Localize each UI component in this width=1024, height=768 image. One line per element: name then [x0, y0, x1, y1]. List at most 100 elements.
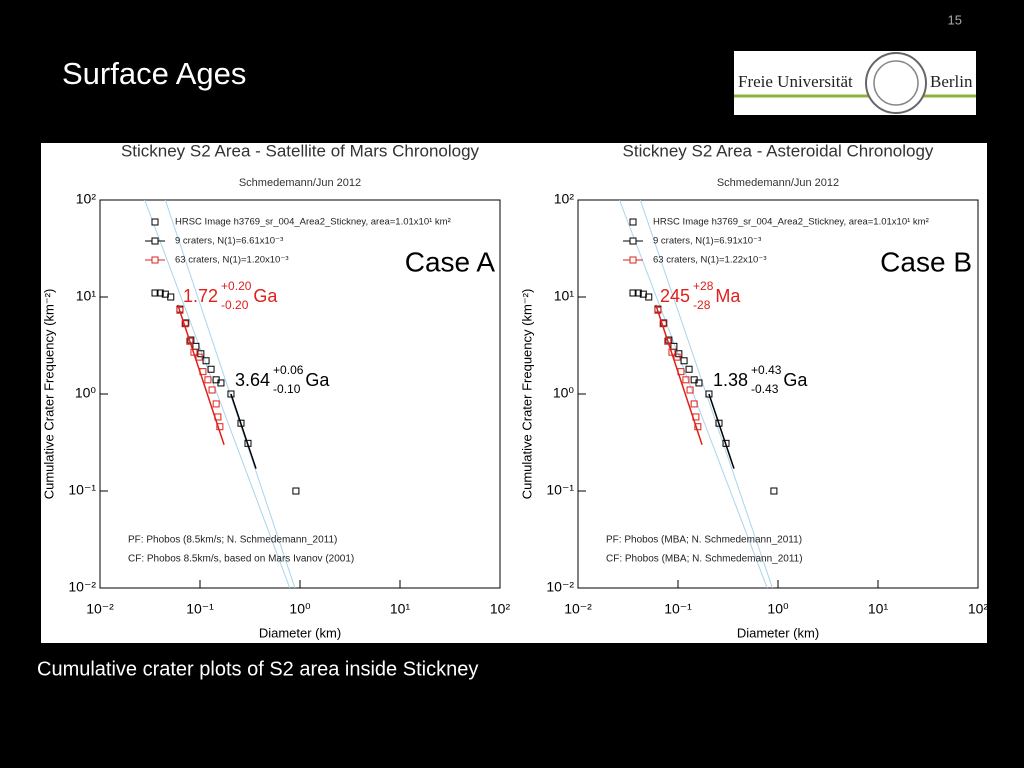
x-tick-label: 10²	[490, 601, 511, 617]
x-tick-label: 10⁻¹	[664, 601, 692, 617]
seal-ring	[873, 60, 919, 106]
y-tick-label: 10⁰	[553, 385, 575, 401]
legend-label: HRSC Image h3769_sr_004_Area2_Stickney, …	[175, 217, 451, 228]
y-tick-label: 10⁻¹	[546, 482, 574, 498]
data-point	[634, 289, 642, 297]
data-point	[682, 376, 690, 384]
y-tick-label: 10²	[76, 191, 97, 207]
y-axis-label: Cumulative Crater Frequency (km⁻²)	[519, 289, 534, 500]
age-minus: -0.10	[273, 382, 301, 396]
age-unit: Ma	[715, 286, 741, 306]
note: CF: Phobos 8.5km/s, based on Mars Ivanov…	[128, 554, 354, 565]
note: PF: Phobos (MBA; N. Schmedemann_2011)	[606, 535, 802, 546]
data-point	[208, 386, 216, 394]
isochron	[164, 199, 296, 589]
legend-label: 9 craters, N(1)=6.61x10⁻³	[175, 236, 283, 247]
slide-title: Surface Ages	[62, 56, 246, 91]
data-point	[195, 353, 203, 361]
age-value: 1.72	[183, 286, 218, 306]
data-point	[182, 319, 190, 327]
y-tick-label: 10⁻²	[68, 579, 96, 595]
page-number: 15	[948, 12, 962, 27]
data-point	[167, 293, 175, 301]
age-minus: -0.43	[751, 382, 779, 396]
chart-panel	[41, 143, 987, 643]
x-tick-label: 10⁻¹	[186, 601, 214, 617]
fit-line	[655, 304, 703, 445]
data-point	[202, 357, 210, 365]
case-label: Case A	[405, 246, 496, 277]
data-point	[770, 487, 778, 495]
x-tick-label: 10⁰	[289, 601, 311, 617]
x-tick-label: 10¹	[390, 601, 411, 617]
data-point	[664, 337, 672, 345]
age-unit: Ga	[783, 370, 808, 390]
y-tick-label: 10⁰	[75, 385, 97, 401]
data-point	[156, 289, 164, 297]
data-point	[207, 365, 215, 373]
x-tick-label: 10²	[968, 601, 989, 617]
chart-title: Stickney S2 Area - Satellite of Mars Chr…	[121, 141, 480, 160]
legend-marker	[151, 218, 159, 226]
chart-title: Stickney S2 Area - Asteroidal Chronology	[623, 141, 934, 160]
y-tick-label: 10¹	[76, 288, 97, 304]
x-tick-label: 10⁰	[767, 601, 789, 617]
y-tick-label: 10⁻²	[546, 579, 574, 595]
data-point	[217, 379, 225, 387]
case-label: Case B	[880, 246, 972, 277]
legend-marker	[629, 218, 637, 226]
y-axis-label: Cumulative Crater Frequency (km⁻²)	[41, 289, 56, 500]
legend-label: 63 craters, N(1)=1.22x10⁻³	[653, 255, 767, 266]
data-point	[685, 365, 693, 373]
age-plus: +0.06	[273, 363, 304, 377]
age-plus: +0.20	[221, 279, 252, 293]
x-axis-label: Diameter (km)	[259, 625, 341, 640]
data-point	[680, 357, 688, 365]
data-point	[645, 293, 653, 301]
chart-subtitle: Schmedemann/Jun 2012	[239, 177, 361, 189]
data-point	[673, 353, 681, 361]
age-value: 245	[660, 286, 690, 306]
data-point	[186, 337, 194, 345]
legend-label: HRSC Image h3769_sr_004_Area2_Stickney, …	[653, 217, 929, 228]
data-point	[227, 390, 235, 398]
age-minus: -0.20	[221, 298, 249, 312]
age-value: 1.38	[713, 370, 748, 390]
x-tick-label: 10⁻²	[86, 601, 114, 617]
data-point	[212, 400, 220, 408]
y-tick-label: 10²	[554, 191, 575, 207]
data-point	[629, 289, 637, 297]
data-point	[686, 386, 694, 394]
logo-text: Freie Universität	[738, 72, 853, 91]
note: CF: Phobos (MBA; N. Schmedemann_2011)	[606, 554, 803, 565]
logo-text: Berlin	[930, 72, 973, 91]
age-plus: +28	[693, 279, 714, 293]
note: PF: Phobos (8.5km/s; N. Schmedemann_2011…	[128, 535, 337, 546]
legend-label: 63 craters, N(1)=1.20x10⁻³	[175, 255, 289, 266]
y-tick-label: 10⁻¹	[68, 482, 96, 498]
legend-marker	[629, 256, 637, 264]
caption: Cumulative crater plots of S2 area insid…	[37, 658, 478, 680]
data-point	[705, 390, 713, 398]
data-point	[695, 379, 703, 387]
x-tick-label: 10⁻²	[564, 601, 592, 617]
fit-line	[230, 393, 257, 469]
data-point	[292, 487, 300, 495]
age-plus: +0.43	[751, 363, 782, 377]
age-minus: -28	[693, 298, 711, 312]
fit-line	[708, 393, 735, 469]
age-unit: Ga	[253, 286, 278, 306]
x-axis-label: Diameter (km)	[737, 625, 819, 640]
logo	[734, 51, 976, 115]
seal	[865, 52, 927, 114]
age-value: 3.64	[235, 370, 270, 390]
fit-line	[177, 304, 225, 445]
isochron	[619, 199, 768, 589]
isochron	[144, 199, 291, 589]
x-tick-label: 10¹	[868, 601, 889, 617]
data-point	[204, 376, 212, 384]
data-point	[151, 289, 159, 297]
y-tick-label: 10¹	[554, 288, 575, 304]
legend-label: 9 craters, N(1)=6.91x10⁻³	[653, 236, 761, 247]
